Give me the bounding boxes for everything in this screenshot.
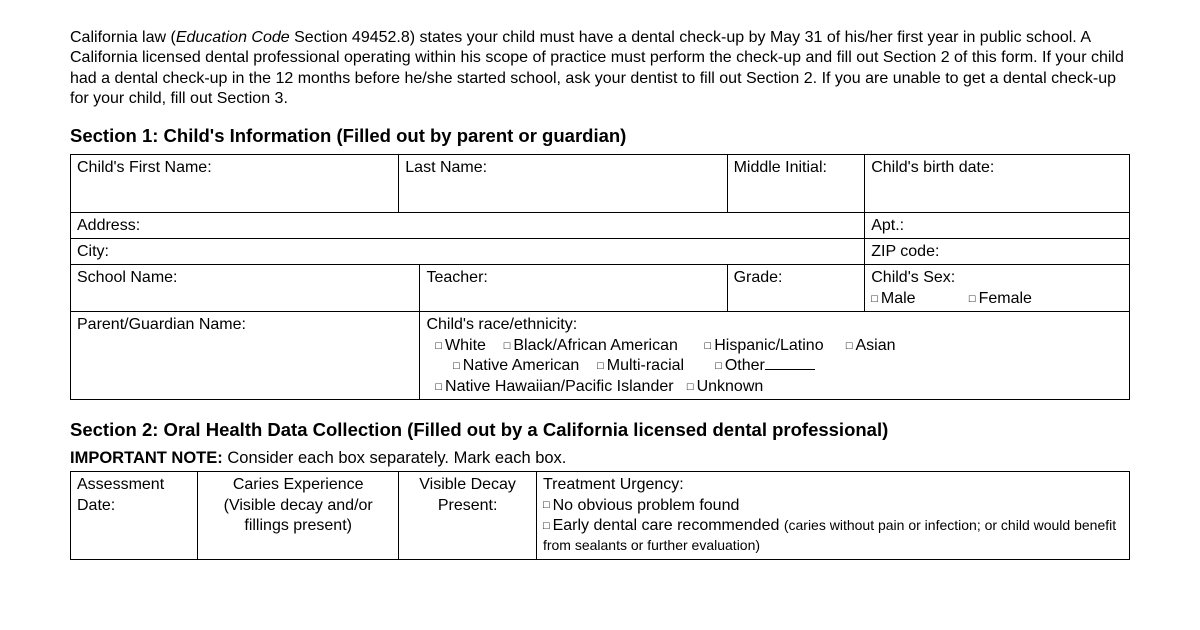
label-last-name: Last Name: [405, 159, 487, 176]
label-native: Native American [463, 357, 580, 374]
checkbox-icon: □ [543, 519, 550, 533]
label-urg1: No obvious problem found [553, 497, 740, 514]
checkbox-urgency-none[interactable]: □No obvious problem found [543, 496, 1123, 516]
checkbox-hispanic[interactable]: □Hispanic/Latino [705, 337, 824, 354]
section1-heading: Section 1: Child's Information (Filled o… [70, 124, 1130, 148]
cell-apt[interactable]: Apt.: [865, 212, 1130, 238]
checkbox-icon: □ [435, 339, 442, 353]
label-middle-initial: Middle Initial: [734, 159, 827, 176]
checkbox-native[interactable]: □Native American [453, 357, 579, 374]
cell-address[interactable]: Address: [71, 212, 865, 238]
checkbox-hawaiian[interactable]: □Native Hawaiian/Pacific Islander [435, 378, 673, 395]
intro-paragraph: California law (Education Code Section 4… [70, 28, 1130, 110]
label-caries-sub: (Visible decay and/or fillings present) [204, 496, 392, 537]
section2-heading: Section 2: Oral Health Data Collection (… [70, 418, 1130, 442]
label-zip: ZIP code: [871, 243, 939, 260]
checkbox-white[interactable]: □White [435, 337, 486, 354]
label-asian: Asian [856, 337, 896, 354]
intro-em: Education Code [176, 29, 290, 46]
cell-sex: Child's Sex: □Male □Female [865, 265, 1130, 311]
label-visible-decay: Visible Decay Present: [405, 475, 530, 516]
cell-first-name[interactable]: Child's First Name: [71, 154, 399, 212]
checkbox-black[interactable]: □Black/African American [504, 337, 678, 354]
checkbox-multi[interactable]: □Multi-racial [597, 357, 684, 374]
label-birth-date: Child's birth date: [871, 159, 994, 176]
label-apt: Apt.: [871, 217, 904, 234]
note-rest: Consider each box separately. Mark each … [223, 449, 567, 467]
checkbox-icon: □ [453, 359, 460, 373]
label-multi: Multi-racial [607, 357, 684, 374]
checkbox-male[interactable]: □Male [871, 290, 915, 307]
label-unknown: Unknown [697, 378, 764, 395]
cell-middle-initial[interactable]: Middle Initial: [727, 154, 865, 212]
checkbox-icon: □ [969, 292, 976, 306]
checkbox-asian[interactable]: □Asian [846, 337, 896, 354]
checkbox-female[interactable]: □Female [969, 290, 1032, 307]
section2-table: Assessment Date: Caries Experience (Visi… [70, 471, 1130, 560]
checkbox-icon: □ [504, 339, 511, 353]
label-female: Female [979, 290, 1032, 307]
cell-zip[interactable]: ZIP code: [865, 239, 1130, 265]
section1-table: Child's First Name: Last Name: Middle In… [70, 154, 1130, 266]
cell-parent[interactable]: Parent/Guardian Name: [71, 312, 420, 400]
label-hawaiian: Native Hawaiian/Pacific Islander [445, 378, 674, 395]
checkbox-unknown[interactable]: □Unknown [687, 378, 763, 395]
label-grade: Grade: [734, 269, 783, 286]
label-teacher: Teacher: [426, 269, 487, 286]
checkbox-icon: □ [435, 380, 442, 394]
checkbox-icon: □ [687, 380, 694, 394]
checkbox-icon: □ [871, 292, 878, 306]
label-sex: Child's Sex: [871, 269, 955, 286]
checkbox-urgency-early[interactable]: □Early dental care recommended (caries w… [543, 516, 1123, 557]
cell-caries: Caries Experience (Visible decay and/or … [198, 472, 399, 560]
checkbox-icon: □ [543, 498, 550, 512]
cell-grade[interactable]: Grade: [727, 265, 865, 311]
label-parent: Parent/Guardian Name: [77, 316, 246, 333]
label-first-name: Child's First Name: [77, 159, 212, 176]
label-white: White [445, 337, 486, 354]
cell-teacher[interactable]: Teacher: [420, 265, 727, 311]
checkbox-icon: □ [846, 339, 853, 353]
label-assess-date: Assessment Date: [77, 475, 191, 516]
checkbox-icon: □ [597, 359, 604, 373]
label-address: Address: [77, 217, 140, 234]
label-urg2a: Early dental care recommended [553, 517, 784, 534]
checkbox-icon: □ [705, 339, 712, 353]
note-bold: IMPORTANT NOTE: [70, 449, 223, 467]
section1-table-b: School Name: Teacher: Grade: Child's Sex… [70, 265, 1130, 400]
label-city: City: [77, 243, 109, 260]
label-hispanic: Hispanic/Latino [714, 337, 823, 354]
label-black: Black/African American [513, 337, 678, 354]
label-race: Child's race/ethnicity: [426, 316, 577, 333]
checkbox-other[interactable]: □Other [715, 357, 815, 374]
label-caries-title: Caries Experience [204, 475, 392, 495]
cell-last-name[interactable]: Last Name: [399, 154, 727, 212]
checkbox-icon: □ [715, 359, 722, 373]
label-other: Other [725, 357, 765, 374]
cell-visible-decay: Visible Decay Present: [399, 472, 537, 560]
section2-note: IMPORTANT NOTE: Consider each box separa… [70, 448, 1130, 469]
cell-urgency: Treatment Urgency: □No obvious problem f… [536, 472, 1129, 560]
label-urgency-title: Treatment Urgency: [543, 475, 1123, 495]
label-male: Male [881, 290, 916, 307]
cell-birth-date[interactable]: Child's birth date: [865, 154, 1130, 212]
cell-race: Child's race/ethnicity: □White □Black/Af… [420, 312, 1130, 400]
intro-part1: California law ( [70, 29, 176, 46]
cell-city[interactable]: City: [71, 239, 865, 265]
cell-school[interactable]: School Name: [71, 265, 420, 311]
other-blank[interactable] [765, 358, 815, 370]
label-school: School Name: [77, 269, 178, 286]
cell-assess-date[interactable]: Assessment Date: [71, 472, 198, 560]
